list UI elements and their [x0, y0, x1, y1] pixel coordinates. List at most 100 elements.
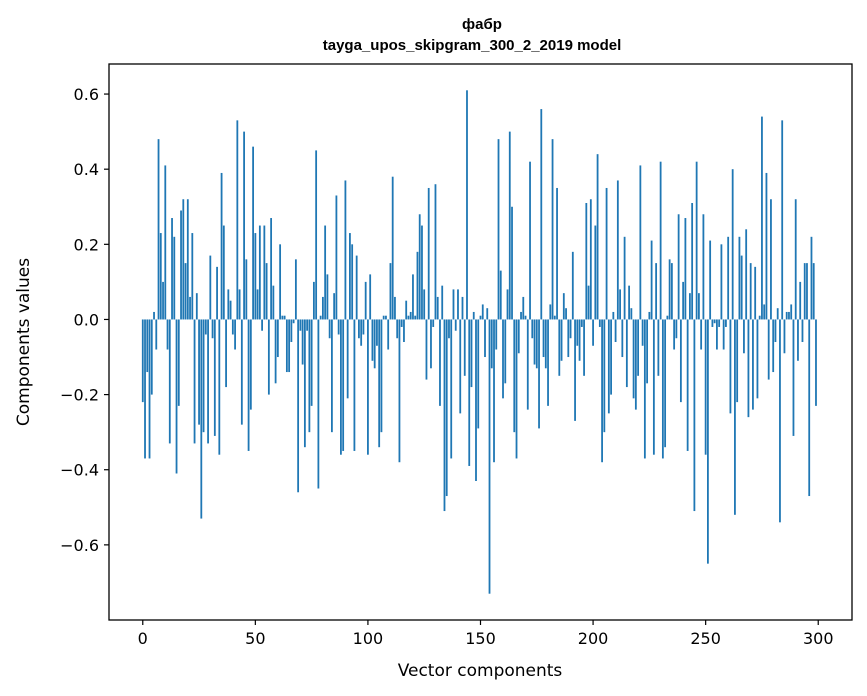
- x-tick-label: 300: [803, 629, 834, 648]
- bar: [436, 296, 439, 320]
- bar: [553, 315, 556, 320]
- bar: [488, 319, 491, 594]
- bar: [340, 319, 342, 455]
- bar: [344, 180, 347, 320]
- y-tick-label: −0.2: [60, 386, 99, 405]
- bar: [427, 187, 430, 320]
- bar: [693, 319, 696, 512]
- bar: [727, 236, 730, 320]
- bar: [243, 131, 245, 320]
- bar: [524, 315, 527, 320]
- bar: [734, 319, 736, 515]
- bar: [285, 319, 288, 373]
- bar: [499, 270, 502, 320]
- bar: [245, 259, 248, 320]
- bar: [448, 319, 450, 339]
- bar: [704, 319, 707, 455]
- bar: [731, 169, 734, 320]
- bar: [150, 319, 153, 395]
- bar: [785, 311, 788, 320]
- bar: [574, 319, 576, 421]
- y-tick-label: 0.6: [74, 85, 99, 104]
- bar: [182, 199, 185, 320]
- bar: [529, 161, 531, 320]
- bar: [580, 319, 583, 327]
- bar: [569, 319, 572, 339]
- bar: [328, 319, 331, 339]
- bar: [475, 319, 477, 481]
- bar: [770, 199, 772, 320]
- bar: [797, 319, 799, 361]
- bar: [324, 225, 327, 320]
- bar: [711, 319, 714, 327]
- bar: [668, 259, 671, 320]
- bar: [421, 225, 423, 320]
- bar: [533, 319, 536, 365]
- bar: [610, 319, 612, 395]
- bar: [621, 319, 624, 358]
- bar: [173, 236, 176, 320]
- bar: [639, 165, 642, 320]
- bar: [716, 319, 718, 350]
- bar: [664, 319, 667, 448]
- bar: [632, 319, 635, 399]
- y-tick-label: 0.4: [74, 160, 99, 179]
- bar: [231, 319, 234, 335]
- bar: [806, 263, 808, 320]
- bar: [288, 319, 291, 373]
- bar: [441, 285, 444, 320]
- x-ticks: 0 50 100 150 200 250 300: [138, 620, 834, 648]
- x-tick-label: 150: [465, 629, 496, 648]
- bar: [267, 319, 270, 395]
- bar: [193, 319, 196, 444]
- bar: [752, 319, 754, 410]
- bar: [144, 319, 146, 459]
- bar: [168, 319, 171, 444]
- bar: [684, 218, 687, 320]
- bar: [247, 319, 250, 451]
- bar: [630, 308, 633, 320]
- bar: [628, 285, 630, 320]
- bar: [423, 289, 426, 320]
- bar: [265, 263, 268, 320]
- bar: [355, 255, 358, 320]
- bar: [637, 319, 640, 376]
- bar: [481, 304, 484, 320]
- bar: [186, 199, 189, 320]
- bar: [162, 281, 164, 320]
- bar: [598, 319, 601, 327]
- bar: [148, 319, 151, 459]
- bar: [373, 319, 376, 369]
- bar: [398, 319, 401, 463]
- bar: [547, 319, 549, 406]
- bar: [299, 319, 302, 331]
- bar: [362, 319, 365, 335]
- bar: [385, 315, 387, 320]
- bar: [218, 319, 221, 455]
- bar: [263, 225, 266, 320]
- x-tick-label: 0: [138, 629, 148, 648]
- bar: [682, 281, 685, 320]
- bar: [688, 293, 691, 320]
- bar: [254, 233, 257, 320]
- bar: [155, 319, 158, 350]
- bar: [276, 319, 279, 358]
- bar: [294, 259, 297, 320]
- bar: [191, 233, 194, 320]
- bar: [738, 236, 741, 320]
- bar: [459, 319, 462, 414]
- bar: [353, 319, 356, 451]
- bar: [677, 214, 680, 320]
- bar: [781, 120, 784, 320]
- bar: [317, 319, 320, 489]
- bar: [495, 319, 498, 350]
- bar: [378, 319, 381, 448]
- bar: [319, 315, 322, 320]
- bar: [643, 319, 646, 459]
- bar: [583, 319, 585, 376]
- bar: [301, 319, 304, 365]
- bar: [364, 281, 367, 320]
- bar: [238, 289, 241, 320]
- bar: [157, 139, 160, 320]
- bar: [607, 319, 610, 414]
